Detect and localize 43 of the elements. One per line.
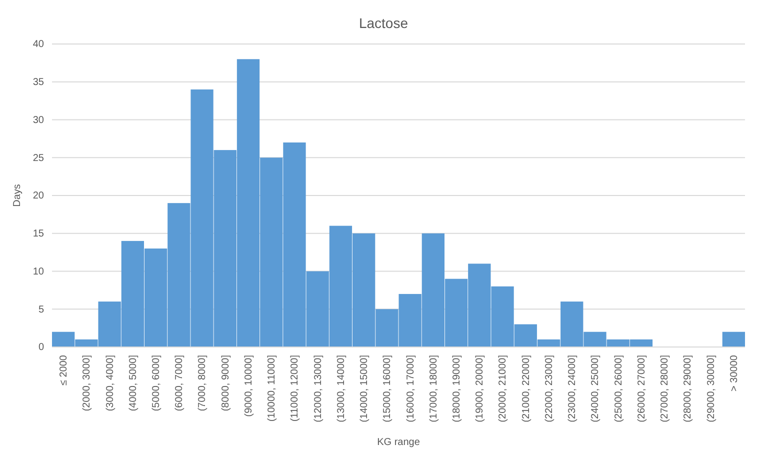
x-tick-label: ≤ 2000 (58, 354, 70, 386)
x-tick-label: (23000, 24000] (567, 354, 578, 422)
x-tick-label: (25000, 26000] (613, 354, 624, 422)
x-tick-label: (4000, 5000] (128, 354, 139, 412)
x-tick-label: (27000, 28000] (660, 354, 671, 422)
x-tick-label: (15000, 16000] (382, 354, 394, 422)
x-axis-title: KG range (377, 437, 420, 448)
x-tick-label: (10000, 11000] (266, 354, 278, 422)
x-tick-label: (19000, 20000] (474, 354, 486, 422)
bar (722, 332, 745, 347)
x-tick-label: (11000, 12000] (290, 354, 301, 422)
x-tick-label: (16000, 17000] (405, 354, 416, 422)
y-tick-label: 20 (32, 190, 44, 202)
y-tick-label: 0 (38, 342, 44, 354)
x-tick-label: (22000, 23000] (544, 354, 555, 422)
y-axis-title: Days (12, 184, 23, 207)
x-tick-label: (28000, 29000] (682, 354, 694, 422)
x-tick-label: (7000, 8000] (197, 354, 208, 412)
x-tick-label: (14000, 15000] (359, 354, 370, 422)
x-tick-label: (24000, 25000] (590, 354, 602, 422)
x-tick-label: (13000, 14000] (336, 354, 347, 422)
x-tick-label: (8000, 9000] (220, 354, 232, 412)
x-tick-label: (12000, 13000] (312, 354, 324, 422)
y-tick-label: 25 (32, 152, 44, 164)
y-tick-label: 30 (32, 114, 44, 126)
x-tick-label: (20000, 21000] (498, 354, 509, 422)
y-tick-label: 15 (32, 228, 44, 240)
y-tick-label: 5 (38, 304, 44, 316)
x-tick-label: (6000, 7000] (174, 354, 186, 412)
y-tick-label: 40 (32, 39, 44, 50)
x-tick-label: (21000, 22000] (520, 354, 532, 422)
x-tick-label: > 30000 (728, 354, 740, 392)
y-tick-label: 35 (32, 77, 44, 88)
x-tick-label: (3000, 4000] (104, 354, 116, 412)
x-tick-label: (18000, 19000] (451, 354, 462, 422)
chart-title: Lactose (358, 15, 408, 31)
x-tick-label: (29000, 30000] (706, 354, 717, 422)
x-tick-label: (5000, 6000] (150, 354, 162, 412)
x-tick-label: (26000, 27000] (636, 354, 648, 422)
y-tick-label: 10 (32, 266, 44, 278)
x-tick-label: (9000, 10000] (243, 354, 254, 417)
x-tick-label: (17000, 18000] (428, 354, 440, 422)
x-tick-label: (2000, 3000] (82, 354, 93, 412)
